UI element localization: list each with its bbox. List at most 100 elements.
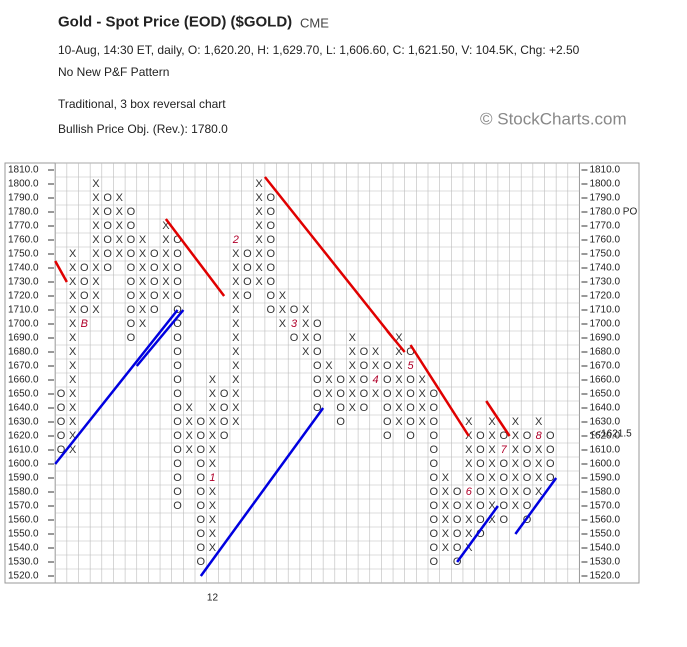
box-symbol: X [69, 444, 77, 456]
box-symbol: O [430, 458, 439, 470]
trend-line [409, 344, 470, 437]
box-symbol: O [476, 458, 485, 470]
box-symbol: X [139, 262, 147, 274]
y-tick-label-right: 1690.0 [589, 333, 620, 344]
box-symbol: O [336, 374, 345, 386]
box-symbol: O [197, 556, 206, 568]
trend-line [199, 407, 325, 577]
box-symbol: O [406, 388, 415, 400]
box-symbol: X [488, 500, 496, 512]
box-symbol: O [173, 374, 182, 386]
box-symbol: X [349, 374, 357, 386]
y-tick-label: 1780.0 [8, 207, 39, 218]
box-symbol: X [186, 444, 194, 456]
box-symbol: O [173, 486, 182, 498]
box-symbol: X [535, 472, 543, 484]
box-symbol: O [476, 528, 485, 540]
box-symbol: X [69, 248, 77, 260]
box-symbol: O [127, 234, 136, 246]
box-symbol: X [302, 318, 310, 330]
month-marker: B [81, 318, 88, 330]
trend-line [514, 477, 558, 535]
box-symbol: O [313, 402, 322, 414]
box-symbol: O [360, 388, 369, 400]
box-symbol: O [266, 234, 275, 246]
box-symbol: X [325, 360, 333, 372]
box-symbol: O [430, 416, 439, 428]
box-symbol: X [395, 346, 403, 358]
box-symbol: X [139, 290, 147, 302]
box-symbol: X [349, 332, 357, 344]
box-symbol: O [173, 416, 182, 428]
box-symbol: X [255, 206, 263, 218]
box-symbol: X [209, 416, 217, 428]
box-symbol: O [476, 430, 485, 442]
box-symbol: X [419, 374, 427, 386]
box-symbol: O [103, 262, 112, 274]
y-tick-label-right: 1620.0 [589, 431, 620, 442]
month-marker: 3 [291, 318, 298, 330]
y-tick-label: 1750.0 [8, 249, 39, 260]
box-symbol: O [150, 248, 159, 260]
box-symbol: X [116, 220, 124, 232]
box-symbol: O [103, 192, 112, 204]
box-symbol: X [442, 514, 450, 526]
box-symbol: O [127, 304, 136, 316]
box-symbol: O [453, 486, 462, 498]
y-tick-label-right: 1810.0 [589, 165, 620, 176]
box-symbol: O [103, 234, 112, 246]
y-tick-label: 1620.0 [8, 431, 39, 442]
box-symbol: O [57, 388, 66, 400]
box-symbol: O [266, 206, 275, 218]
box-symbol: O [360, 346, 369, 358]
box-symbol: X [255, 178, 263, 190]
box-symbol: O [173, 262, 182, 274]
box-symbol: O [499, 500, 508, 512]
y-tick-label-right: 1750.0 [589, 249, 620, 260]
box-symbol: X [69, 332, 77, 344]
box-symbol: X [209, 444, 217, 456]
box-symbol: X [325, 388, 333, 400]
box-symbol: O [220, 430, 229, 442]
box-symbol: O [266, 192, 275, 204]
box-symbol: X [232, 360, 240, 372]
box-symbol: O [150, 276, 159, 288]
box-symbol: O [266, 248, 275, 260]
box-symbol: X [535, 486, 543, 498]
box-symbol: X [116, 206, 124, 218]
box-symbol: O [383, 416, 392, 428]
box-symbol: O [220, 416, 229, 428]
box-symbol: X [69, 388, 77, 400]
box-symbol: O [243, 262, 252, 274]
box-symbol: O [383, 374, 392, 386]
box-symbol: X [255, 192, 263, 204]
y-tick-label-right: 1760.0 [589, 235, 620, 246]
box-symbol: O [430, 472, 439, 484]
box-symbol: X [488, 416, 496, 428]
box-symbol: X [232, 374, 240, 386]
box-symbol: X [69, 276, 77, 288]
box-symbol: X [139, 318, 147, 330]
y-tick-label: 1730.0 [8, 277, 39, 288]
box-symbol: X [325, 374, 333, 386]
box-symbol: O [336, 402, 345, 414]
box-symbol: O [453, 542, 462, 554]
box-symbol: O [150, 262, 159, 274]
box-symbol: X [232, 276, 240, 288]
box-symbol: X [512, 486, 520, 498]
box-symbol: X [139, 304, 147, 316]
box-symbol: O [406, 430, 415, 442]
y-tick-label-right: 1710.0 [589, 305, 620, 316]
box-symbol: X [162, 290, 170, 302]
box-symbol: X [232, 304, 240, 316]
box-symbol: O [336, 416, 345, 428]
box-symbol: X [442, 486, 450, 498]
box-symbol: O [173, 346, 182, 358]
box-symbol: O [499, 472, 508, 484]
box-symbol: X [488, 486, 496, 498]
box-symbol: X [209, 458, 217, 470]
box-symbol: O [406, 402, 415, 414]
box-symbol: O [406, 374, 415, 386]
box-symbol: X [302, 304, 310, 316]
box-symbol: O [476, 514, 485, 526]
